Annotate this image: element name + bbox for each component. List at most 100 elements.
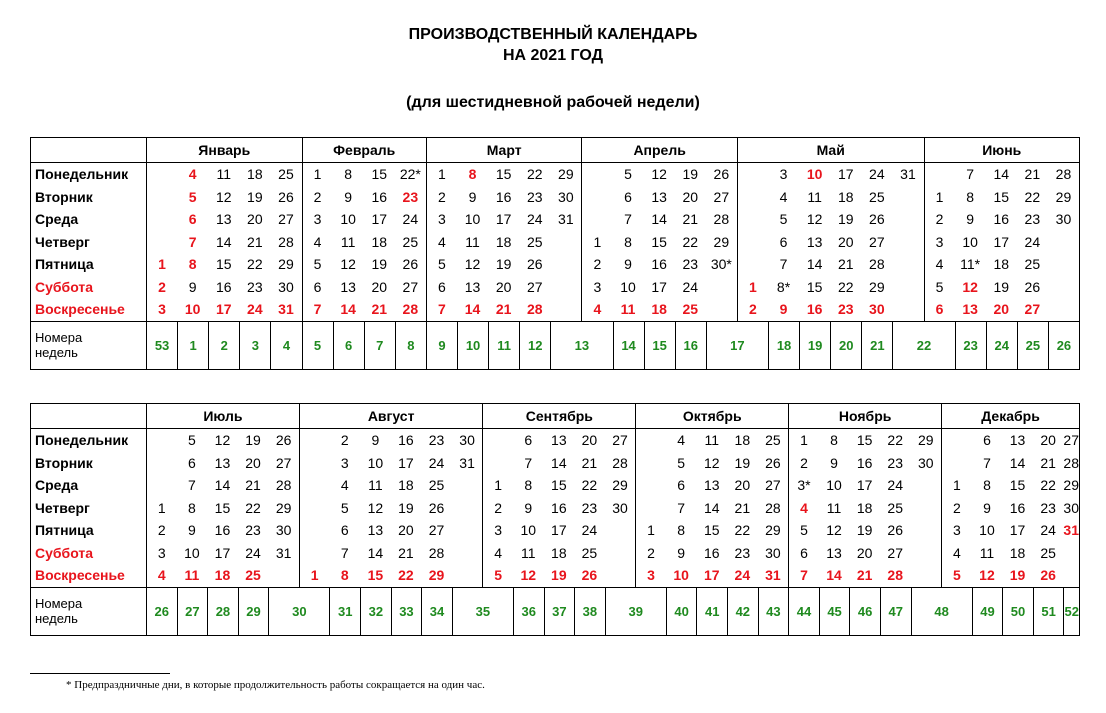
day-cell: 28 [713,211,730,228]
day-cell: 10 [340,211,356,228]
day-cell: 4 [923,253,955,276]
day-cell: 11 [620,301,636,318]
day-cell: 2 [941,496,972,519]
week-number: 41 [696,586,728,635]
day-cell: 19 [837,211,854,228]
day-cell [268,564,299,587]
day-cell [911,564,942,587]
day-cell [298,429,330,452]
day-cell: 17 [215,301,232,318]
day-cell [146,474,177,497]
day-cell: 4 [188,166,197,183]
day-cell: 26 [278,188,294,205]
day-cell: 28 [887,567,903,584]
day-cell: 9 [779,301,788,318]
day-cell: 19 [734,454,751,471]
calendar-second-half: Понедельник Вторник Среда Четверг Пятница Суб… [30,403,1080,636]
day-cell: 27 [869,233,885,250]
day-cell: 18 [856,499,873,516]
day-cell: 27 [887,544,903,561]
week-number: 46 [849,586,880,635]
day-cell: 24 [1024,233,1041,250]
day-cell: 28 [526,301,543,318]
day-cell: 10 [962,233,978,250]
weekday-label: Четверг [35,499,90,516]
day-cell [1048,276,1079,299]
day-cell: 29 [869,278,885,295]
day-cell: 21 [247,233,263,250]
day-cell: 30 [918,454,934,471]
day-cell: 30 [869,301,885,318]
day-cell: 10 [184,544,200,561]
day-cell: 25 [245,567,261,584]
day-cell: 10 [367,454,384,471]
month-header: Май [736,138,924,163]
week-number: 37 [543,586,575,635]
day-cell: 2 [736,298,768,321]
day-cell: 31 [275,544,292,561]
day-cell [635,451,666,474]
day-cell: 15 [703,522,720,539]
day-cell: 27 [275,454,292,471]
day-cell: 14 [1009,454,1026,471]
day-cell: 20 [581,432,598,449]
week-number: 13 [550,320,613,369]
week-number: 32 [360,586,391,635]
day-cell: 20 [398,522,414,539]
day-cell: 11* [960,256,981,273]
weekday-label: Понедельник [35,166,129,183]
weekday-label: Вторник [35,454,93,471]
day-cell: 8 [340,567,349,584]
day-cell [635,496,666,519]
day-cell [550,231,581,254]
day-cell: 10 [979,522,995,539]
day-cell: 3 [301,208,333,231]
day-cell: 20 [247,211,263,228]
day-cell [581,208,612,231]
week-number: 21 [861,320,893,369]
week-number: 22 [892,320,955,369]
day-cell: 5 [340,499,349,516]
day-cell: 4 [581,298,612,321]
day-cell: 2 [482,496,513,519]
week-number: 48 [910,586,972,635]
day-cell: 21 [1040,454,1056,471]
day-cell [736,230,768,253]
day-cell: 23 [402,188,419,205]
week-number: 31 [329,586,361,635]
day-cell: 28 [428,544,445,561]
day-cell: 3 [340,454,349,471]
day-cell: 20 [371,278,388,295]
day-cell: 15 [367,567,384,584]
day-cell [146,163,177,186]
day-cell: 14 [464,301,481,318]
day-cell: 9 [344,188,353,205]
week-number: 35 [451,586,513,635]
day-cell: 1 [425,163,457,186]
day-cell: 13 [340,278,356,295]
day-cell: 31 [1063,522,1079,539]
day-cell: 19 [371,256,388,273]
day-cell: 13 [962,301,978,318]
day-cell: 19 [247,188,263,205]
day-cell [605,542,636,565]
day-cell: 29 [713,233,730,250]
day-cell: 17 [651,278,667,295]
day-cell: 12 [826,522,842,539]
day-cell: 25 [581,544,598,561]
day-cell: 29 [765,522,781,539]
month-header: Февраль [301,138,426,163]
day-cell [941,451,972,474]
day-cell: 16 [993,211,1010,228]
day-cell: 12 [464,256,481,273]
day-cell: 27 [428,522,445,539]
week-number: 30 [268,586,330,635]
day-cell: 13 [551,432,567,449]
day-cell [1063,542,1079,565]
day-cell: 23 [734,544,751,561]
day-cell: 26 [1040,567,1056,584]
day-cell: 30 [275,522,292,539]
day-cell: 8 [187,499,196,516]
week-number: 3 [239,320,271,369]
day-cell: 28 [869,256,885,273]
